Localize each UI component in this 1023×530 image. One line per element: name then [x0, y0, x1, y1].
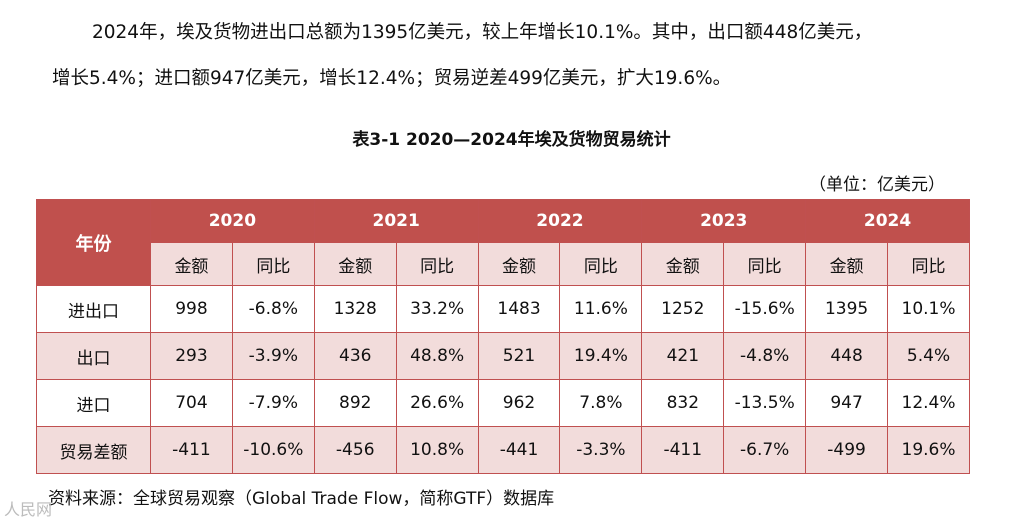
table-cell: 892	[313, 379, 397, 427]
table-cell: 521	[477, 332, 561, 380]
table-cell: 33.2%	[395, 285, 479, 333]
table-cell: -6.8%	[231, 285, 315, 333]
table-cell: 421	[641, 332, 725, 380]
header-year-label: 年份	[36, 199, 151, 286]
table-cell: -499	[805, 426, 889, 474]
table-cell: 1252	[641, 285, 725, 333]
table-cell: 11.6%	[559, 285, 643, 333]
table-cell: 5.4%	[887, 332, 970, 380]
table-cell: 19.6%	[887, 426, 970, 474]
table-cell: 12.4%	[887, 379, 970, 427]
table-cell: -4.8%	[723, 332, 807, 380]
table-row: 贸易差额 -411 -10.6% -456 10.8% -441 -3.3% -…	[36, 426, 970, 474]
header-yoy: 同比	[395, 242, 479, 286]
paragraph-line-2: 增长5.4%；进口额947亿美元，增长12.4%；贸易逆差499亿美元，扩大19…	[52, 68, 732, 89]
table-cell: 947	[805, 379, 889, 427]
table-cell: -6.7%	[723, 426, 807, 474]
table-cell: -15.6%	[723, 285, 807, 333]
table-cell: 48.8%	[395, 332, 479, 380]
row-label: 进出口	[36, 285, 151, 333]
table-cell: 26.6%	[395, 379, 479, 427]
header-year: 2024	[805, 199, 970, 243]
header-amount: 金额	[313, 242, 397, 286]
header-year: 2022	[477, 199, 643, 243]
header-amount: 金额	[641, 242, 725, 286]
table-cell: 10.8%	[395, 426, 479, 474]
header-amount: 金额	[805, 242, 889, 286]
table-cell: -3.9%	[231, 332, 315, 380]
unit-note: （单位：亿美元）	[809, 175, 945, 195]
table-cell: 10.1%	[887, 285, 970, 333]
row-label: 进口	[36, 379, 151, 427]
table-row: 进出口 998 -6.8% 1328 33.2% 1483 11.6% 1252…	[36, 285, 970, 333]
header-yoy: 同比	[559, 242, 643, 286]
header-year: 2020	[150, 199, 315, 243]
table-cell: 448	[805, 332, 889, 380]
table-cell: -411	[150, 426, 233, 474]
paragraph-line-1: 2024年，埃及货物进出口总额为1395亿美元，较上年增长10.1%。其中，出口…	[92, 22, 873, 43]
header-yoy: 同比	[723, 242, 807, 286]
header-yoy: 同比	[887, 242, 970, 286]
table-cell: -13.5%	[723, 379, 807, 427]
table-cell: 293	[150, 332, 233, 380]
table-cell: -411	[641, 426, 725, 474]
table-cell: -10.6%	[231, 426, 315, 474]
row-label: 贸易差额	[36, 426, 151, 474]
table-cell: 1328	[313, 285, 397, 333]
intro-paragraph: 2024年，埃及货物进出口总额为1395亿美元，较上年增长10.1%。其中，出口…	[52, 10, 1002, 102]
table-cell: 1395	[805, 285, 889, 333]
table-cell: 7.8%	[559, 379, 643, 427]
source-note: 资料来源：全球贸易观察（Global Trade Flow，简称GTF）数据库	[48, 489, 555, 509]
table-cell: -456	[313, 426, 397, 474]
table-cell: 832	[641, 379, 725, 427]
header-amount: 金额	[150, 242, 233, 286]
header-yoy: 同比	[231, 242, 315, 286]
trade-statistics-table: 年份 2020 2021 2022 2023 2024 金额 同比 金额 同比 …	[36, 199, 970, 474]
table-cell: 704	[150, 379, 233, 427]
table-cell: 19.4%	[559, 332, 643, 380]
header-amount: 金额	[477, 242, 561, 286]
table-cell: -441	[477, 426, 561, 474]
header-year: 2021	[313, 199, 479, 243]
header-year: 2023	[641, 199, 807, 243]
table-cell: 436	[313, 332, 397, 380]
table-cell: -7.9%	[231, 379, 315, 427]
table-caption: 表3-1 2020—2024年埃及货物贸易统计	[352, 130, 671, 150]
table-cell: -3.3%	[559, 426, 643, 474]
table-cell: 962	[477, 379, 561, 427]
watermark: 人民网	[4, 500, 53, 519]
row-label: 出口	[36, 332, 151, 380]
table-row: 出口 293 -3.9% 436 48.8% 521 19.4% 421 -4.…	[36, 332, 970, 380]
table-cell: 1483	[477, 285, 561, 333]
table-row: 进口 704 -7.9% 892 26.6% 962 7.8% 832 -13.…	[36, 379, 970, 427]
table-cell: 998	[150, 285, 233, 333]
